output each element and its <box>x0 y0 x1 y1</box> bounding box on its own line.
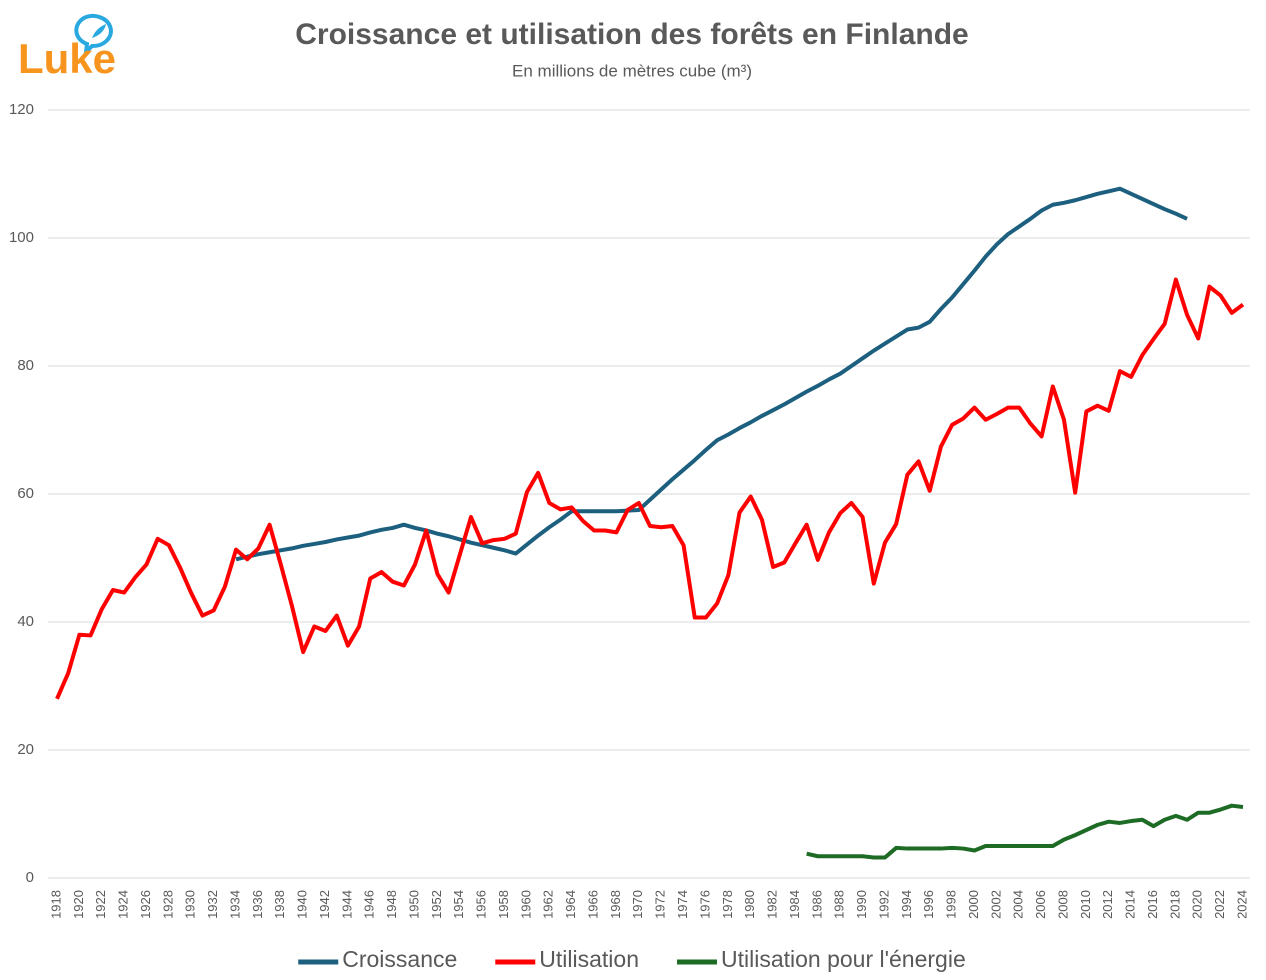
x-tick-label: 1988 <box>832 890 847 919</box>
x-tick-label: 1972 <box>653 890 668 919</box>
x-tick-label: 1986 <box>809 890 824 919</box>
x-tick-label: 2014 <box>1123 890 1138 919</box>
legend-label: Utilisation pour l'énergie <box>721 946 966 972</box>
x-tick-label: 1928 <box>160 890 175 919</box>
x-tick-label: 1934 <box>227 890 242 919</box>
x-tick-label: 1962 <box>541 890 556 919</box>
x-tick-label: 1948 <box>384 890 399 919</box>
chart-title: Croissance et utilisation des forêts en … <box>295 18 969 51</box>
x-tick-label: 1920 <box>71 890 86 919</box>
x-tick-label: 2004 <box>1011 890 1026 919</box>
x-tick-label: 1976 <box>697 890 712 919</box>
y-tick-label: 40 <box>17 613 34 630</box>
y-tick-label: 120 <box>9 101 34 118</box>
x-tick-label: 1942 <box>317 890 332 919</box>
x-tick-label: 1996 <box>921 890 936 919</box>
x-tick-label: 2020 <box>1190 890 1205 919</box>
x-tick-label: 1990 <box>854 890 869 919</box>
series-line <box>235 186 1188 562</box>
logo-text: Luke <box>18 35 116 82</box>
x-tick-label: 1938 <box>272 890 287 919</box>
x-tick-label: 1932 <box>205 890 220 919</box>
x-tick-label: 1966 <box>585 890 600 919</box>
x-tick-label: 1950 <box>406 890 421 919</box>
x-tick-label: 2006 <box>1033 890 1048 919</box>
x-tick-label: 2018 <box>1167 890 1182 919</box>
x-tick-label: 1974 <box>675 890 690 919</box>
x-tick-label: 1944 <box>339 890 354 919</box>
x-tick-label: 1958 <box>496 890 511 919</box>
logo-icon <box>74 14 113 58</box>
x-tick-label: 2008 <box>1055 890 1070 919</box>
legend-label: Utilisation <box>539 946 639 972</box>
x-tick-label: 1982 <box>765 890 780 919</box>
chart-subtitle: En millions de mètres cube (m³) <box>512 61 752 80</box>
x-tick-label: 2024 <box>1234 890 1249 919</box>
x-tick-label: 1936 <box>250 890 265 919</box>
x-tick-label: 2012 <box>1100 890 1115 919</box>
x-tick-label: 1994 <box>899 890 914 919</box>
x-tick-label: 1970 <box>630 890 645 919</box>
x-tick-label: 1924 <box>116 890 131 919</box>
x-tick-label: 1954 <box>451 890 466 919</box>
x-tick-label: 1980 <box>742 890 757 919</box>
y-tick-label: 80 <box>17 357 34 374</box>
x-tick-label: 1960 <box>518 890 533 919</box>
y-tick-label: 0 <box>26 869 34 886</box>
series-line <box>806 803 1244 860</box>
x-tick-label: 1964 <box>563 890 578 919</box>
y-tick-label: 20 <box>17 741 34 758</box>
x-tick-label: 1992 <box>876 890 891 919</box>
x-tick-label: 2022 <box>1212 890 1227 919</box>
x-tick-label: 2010 <box>1078 890 1093 919</box>
x-tick-label: 1956 <box>474 890 489 919</box>
x-tick-label: 1984 <box>787 890 802 919</box>
legend-label: Croissance <box>342 946 457 972</box>
x-tick-label: 1940 <box>295 890 310 919</box>
x-tick-label: 2016 <box>1145 890 1160 919</box>
x-tick-label: 1978 <box>720 890 735 919</box>
x-tick-label: 1968 <box>608 890 623 919</box>
series-line <box>55 277 1245 700</box>
x-tick-label: 2000 <box>966 890 981 919</box>
x-tick-label: 1998 <box>944 890 959 919</box>
y-tick-label: 60 <box>17 485 34 502</box>
x-tick-label: 2002 <box>988 890 1003 919</box>
y-tick-label: 100 <box>9 229 34 246</box>
x-tick-label: 1952 <box>429 890 444 919</box>
x-tick-label: 1946 <box>362 890 377 919</box>
x-tick-label: 1918 <box>48 890 63 919</box>
x-tick-label: 1930 <box>183 890 198 919</box>
x-tick-label: 1926 <box>138 890 153 919</box>
x-tick-label: 1922 <box>93 890 108 919</box>
